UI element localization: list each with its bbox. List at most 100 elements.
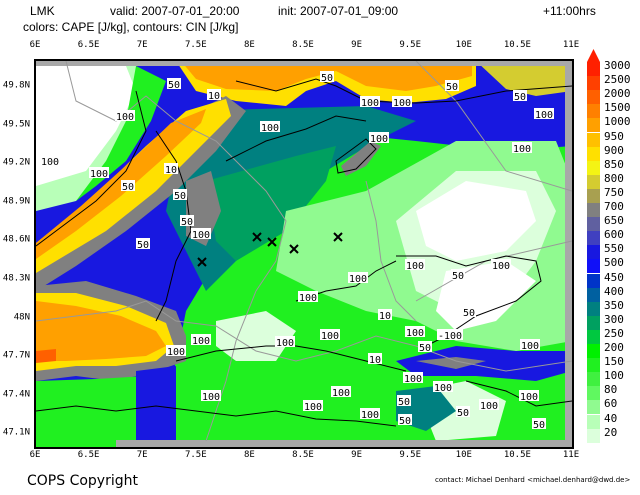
colorbar-level-label: 100 — [604, 369, 624, 383]
svg-text:100: 100 — [349, 274, 367, 285]
colorbar-bin — [587, 287, 600, 302]
colorbar-arrow-icon — [587, 49, 600, 62]
svg-text:100: 100 — [202, 392, 220, 403]
svg-text:100: 100 — [406, 261, 424, 272]
colorbar-bin — [587, 273, 600, 288]
lat-tick-label: 49.8N — [2, 80, 30, 91]
contour-label: 100 — [369, 132, 389, 145]
contour-label: 50 — [456, 406, 470, 419]
colorbar-bin — [587, 90, 600, 105]
lon-tick-label: 6E — [29, 450, 41, 460]
colorbar-bin — [587, 414, 600, 429]
contour-label: 100 — [40, 155, 60, 168]
svg-text:100: 100 — [90, 169, 108, 180]
contour-label: 100 — [512, 142, 532, 155]
svg-text:100: 100 — [116, 112, 134, 123]
colorbar-level-label: 1000 — [604, 115, 631, 129]
svg-text:50: 50 — [457, 408, 469, 419]
svg-text:100: 100 — [276, 338, 294, 349]
lat-tick-label: 48N — [13, 312, 30, 323]
colorbar-level-label: 450 — [604, 270, 624, 284]
lon-tick-label: 6.5E — [77, 40, 100, 50]
contour-label: 100 — [320, 329, 340, 342]
colorbar-level-label: 200 — [604, 341, 624, 354]
colorbar-level-label: 60 — [604, 397, 618, 411]
svg-text:50: 50 — [168, 80, 180, 91]
svg-text:50: 50 — [533, 420, 545, 431]
contact: contact: Michael Denhard <michael.denhar… — [435, 476, 631, 484]
colorbar-level-label: 600 — [604, 228, 624, 242]
colorbar-level-label: 3000 — [604, 59, 631, 72]
contour-label: 50 — [180, 215, 194, 228]
colorbar-level-label: 20 — [604, 425, 618, 439]
svg-text:100: 100 — [332, 388, 350, 399]
svg-text:100: 100 — [521, 341, 539, 352]
lon-tick-label: 10E — [455, 40, 472, 50]
colorbar-bin — [587, 76, 600, 91]
lon-tick-label: 8.5E — [292, 450, 314, 460]
contour-label: 50 — [397, 395, 411, 408]
lat-tick-label: 48.9N — [2, 196, 30, 207]
model-name: LMK — [30, 4, 55, 18]
colorbar-bin — [587, 217, 600, 232]
colorbar-level-label: 150 — [604, 355, 624, 369]
contour-label: 100 — [201, 390, 221, 403]
lat-tick-label: 47.7N — [2, 350, 30, 361]
colorbar-level-label: 500 — [604, 256, 624, 270]
contour-label: 10 — [368, 353, 382, 366]
contour-label: 100 — [360, 408, 380, 421]
svg-text:50: 50 — [174, 191, 186, 202]
contour-label: 50 — [532, 418, 546, 431]
lon-tick-label: 11E — [562, 40, 580, 50]
colorbar-level-label: 350 — [604, 298, 624, 312]
contour-label: 100 — [405, 259, 425, 272]
forecast-lead: +11:00hrs — [543, 4, 596, 18]
cape-cin-map: 50 10 100 100 100 10 50 50 100 50 100 50 50 100 100 100… — [34, 59, 574, 449]
station-markers — [197, 232, 343, 267]
contour-label: 100 — [479, 399, 499, 412]
svg-text:100: 100 — [321, 331, 339, 342]
contour-label: 100 — [275, 336, 295, 349]
svg-text:100: 100 — [361, 410, 379, 421]
colorbar-level-label: 950 — [604, 129, 624, 143]
svg-text:100: 100 — [41, 157, 59, 168]
svg-text:50: 50 — [398, 397, 410, 408]
colorbar-bin — [587, 231, 600, 246]
colorbar-bin — [587, 400, 600, 415]
colorbar-level-label: 2500 — [604, 73, 631, 87]
contour-label: 50 — [445, 80, 459, 93]
lon-tick-label: 9E — [351, 450, 363, 460]
contour-label: 100 — [392, 96, 412, 109]
svg-text:100: 100 — [192, 336, 210, 347]
contour-label: 100 — [191, 228, 211, 241]
station-x-marker-icon — [267, 237, 277, 247]
colorbar-level-label: 550 — [604, 242, 624, 256]
contour-label: 100 — [520, 339, 540, 352]
lon-tick-label: 6E — [29, 40, 41, 50]
svg-text:100: 100 — [492, 261, 510, 272]
colorbar-level-label: 700 — [604, 200, 624, 213]
svg-text:100: 100 — [361, 98, 379, 109]
lon-tick-label: 10.5E — [503, 450, 531, 460]
colorbar-level-label: 900 — [604, 143, 624, 157]
lon-tick-label: 8E — [243, 450, 255, 460]
contour-label: 50 — [398, 414, 412, 427]
colorbar-level-label: 40 — [604, 411, 618, 425]
lat-tick-label: 48.3N — [2, 273, 30, 284]
contour-label: 100 — [348, 272, 368, 285]
lon-tick-label: 11E — [562, 450, 580, 460]
lat-tick-label: 49.2N — [2, 157, 30, 168]
svg-text:50: 50 — [463, 308, 475, 319]
svg-text:10: 10 — [369, 355, 381, 366]
colorbar-bin — [587, 259, 600, 274]
contour-label: 100 — [303, 400, 323, 413]
colorbar-bin — [587, 428, 600, 443]
station-x-marker-icon — [197, 257, 207, 267]
colorbar-bin — [587, 146, 600, 161]
field-description: colors: CAPE [J/kg], contours: CIN [J/kg… — [23, 20, 239, 34]
svg-text:-100: -100 — [438, 331, 462, 342]
colorbar-bin — [587, 118, 600, 133]
contour-labels: 50 10 100 100 100 10 50 50 100 50 100 50 50 100 100 100… — [40, 71, 554, 431]
svg-text:100: 100 — [304, 402, 322, 413]
contour-label: 100 — [331, 386, 351, 399]
